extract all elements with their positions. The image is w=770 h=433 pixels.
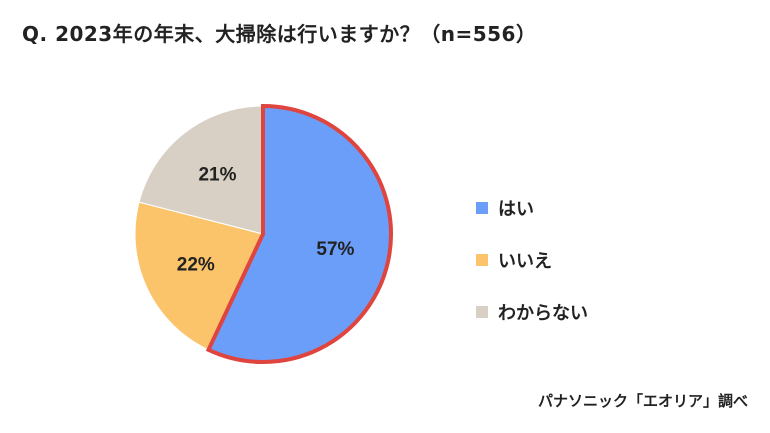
chart-title: Q. 2023年の年末、大掃除は行いますか？（n=556） — [22, 22, 537, 46]
legend-item-yes: はい — [476, 182, 588, 234]
pie-label-no: 22% — [177, 255, 215, 276]
legend-swatch-no — [476, 254, 488, 266]
pie-slice-unknown — [138, 105, 264, 235]
legend-swatch-unknown — [476, 306, 488, 318]
source-credit: パナソニック「エオリア」調べ — [537, 392, 748, 410]
pie-slice-no — [134, 201, 264, 351]
legend-swatch-yes — [476, 202, 488, 214]
legend: はい いいえ わからない — [476, 182, 588, 338]
pie-label-unknown: 21% — [198, 164, 236, 185]
pie-label-yes: 57% — [316, 239, 354, 260]
legend-label-no: いいえ — [498, 251, 552, 272]
pie-slice-yes — [205, 103, 393, 364]
legend-item-unknown: わからない — [476, 286, 588, 338]
legend-label-yes: はい — [498, 199, 534, 220]
legend-item-no: いいえ — [476, 234, 588, 286]
legend-label-unknown: わからない — [498, 303, 588, 324]
